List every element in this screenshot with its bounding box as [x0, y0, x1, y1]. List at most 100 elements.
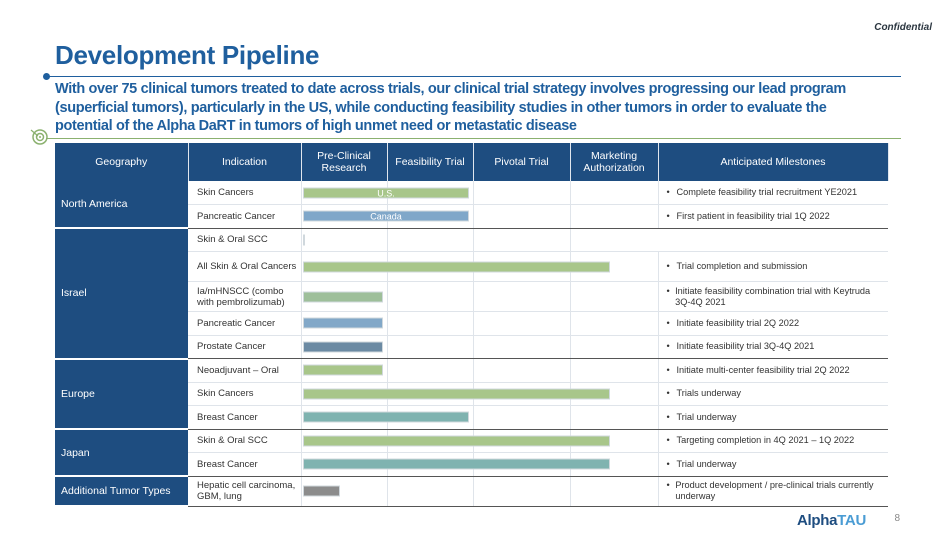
progress-cell: Canada	[301, 204, 658, 229]
indication-cell: Breast Cancer	[188, 405, 301, 430]
stage-divider	[570, 476, 571, 506]
header-milestones: Anticipated Milestones	[658, 143, 889, 181]
milestone-text: First patient in feasibility trial 1Q 20…	[676, 210, 830, 221]
page-number: 8	[894, 513, 900, 524]
table-row: Prostate Cancer • Initiate feasibility tri…	[55, 335, 888, 359]
page-subtitle: With over 75 clinical tumors treated to …	[55, 81, 846, 134]
bullet-icon: •	[666, 285, 670, 296]
bullet-icon: •	[666, 364, 670, 375]
header-geography: Geography	[55, 143, 189, 181]
progress-cell	[301, 251, 658, 282]
progress-cell	[301, 405, 658, 430]
indication-cell: Pancreatic Cancer	[188, 311, 301, 336]
stage-divider	[301, 205, 302, 228]
indication-cell: Hepatic cell carcinoma, GBM, lung	[188, 476, 301, 507]
progress-bar	[303, 411, 469, 423]
title-divider	[46, 76, 901, 77]
bullet-icon: •	[666, 435, 670, 446]
indication-cell: Skin & Oral SCC	[188, 429, 301, 453]
progress-cell	[301, 228, 658, 252]
stage-divider	[301, 312, 302, 335]
milestone-cell: • Initiate multi-center feasibility trial…	[657, 358, 888, 383]
milestone-text: Initiate feasibility combination trial w…	[675, 285, 871, 307]
bar-label: U.S.	[377, 188, 395, 198]
stage-divider	[301, 282, 302, 311]
bullet-icon: •	[666, 187, 670, 197]
progress-bar: Canada	[303, 210, 469, 222]
table-header-row: Geography Indication Pre-Clinical Resear…	[55, 143, 889, 181]
header-indication: Indication	[188, 143, 302, 181]
stage-divider	[387, 282, 388, 311]
bullet-icon: •	[666, 210, 670, 221]
milestone-text: Trial underway	[676, 458, 737, 469]
page-title: Development Pipeline	[55, 40, 320, 70]
stage-divider	[387, 312, 388, 335]
progress-cell	[301, 311, 658, 336]
indication-cell: Skin Cancers	[188, 382, 301, 406]
table-row: Israel Skin & Oral SCC	[55, 228, 888, 360]
header-marketing: Marketing Authorization	[570, 143, 659, 181]
milestone-cell: • Trial completion and submission	[657, 251, 888, 282]
milestone-cell: • Product development / pre-clinical tria…	[657, 476, 888, 507]
progress-bar	[303, 435, 610, 447]
stage-divider	[473, 406, 474, 429]
bullet-icon: •	[666, 341, 670, 352]
milestone-cell: • Trial underway	[657, 405, 888, 430]
progress-bar	[303, 485, 340, 497]
table-row: Skin Cancers • Trials underway	[55, 382, 888, 406]
progress-bar	[303, 341, 383, 353]
milestone-text: Targeting completion in 4Q 2021 – 1Q 202…	[676, 435, 855, 446]
progress-bar	[303, 458, 610, 470]
stage-divider	[387, 476, 388, 506]
geography-cell: Europe	[55, 358, 188, 430]
progress-cell	[301, 335, 658, 359]
milestone-text: Trial completion and submission	[676, 261, 808, 271]
progress-bar	[303, 364, 383, 376]
geography-cell: North America	[55, 181, 188, 229]
indication-cell: Breast Cancer	[188, 452, 301, 477]
stage-divider	[301, 228, 302, 251]
stage-divider	[570, 406, 571, 429]
stage-divider	[473, 181, 474, 204]
table-row: North America Skin Cancers U.S. • Complete f…	[55, 181, 888, 229]
table-row: Japan Skin & Oral SCC • Targeting completio…	[55, 429, 888, 477]
milestone-cell: • Initiate feasibility combination trial …	[657, 281, 888, 312]
milestone-text: Initiate multi-center feasibility trial …	[676, 364, 850, 375]
table-row: Europe Neoadjuvant – Oral • Initiate multi-…	[55, 358, 888, 430]
milestone-text: Initiate feasibility trial 2Q 2022	[676, 317, 800, 328]
indication-cell: Skin Cancers	[188, 181, 301, 205]
milestone-text: Trials underway	[676, 388, 742, 399]
table-row: Breast Cancer • Trial underway	[55, 405, 888, 430]
stage-divider	[473, 312, 474, 335]
stage-divider	[473, 282, 474, 311]
milestone-cell: • Initiate feasibility trial 2Q 2022	[657, 311, 888, 336]
table-row: Ia/mHNSCC (combo with pembrolizumab) • Ini…	[55, 281, 888, 312]
stage-divider	[570, 282, 571, 311]
bullet-icon: •	[666, 480, 670, 490]
stage-divider	[301, 429, 302, 452]
subtitle-divider	[46, 138, 901, 139]
bullet-icon: •	[666, 458, 670, 469]
milestone-text: Initiate feasibility trial 3Q-4Q 2021	[676, 341, 815, 352]
stage-divider	[301, 252, 302, 281]
stage-divider	[473, 335, 474, 358]
stage-divider	[387, 228, 388, 251]
stage-divider	[473, 476, 474, 506]
bullet-icon: •	[666, 411, 670, 422]
stage-divider	[570, 335, 571, 358]
progress-cell	[301, 358, 658, 383]
indication-cell: Prostate Cancer	[188, 335, 301, 359]
stage-divider	[387, 335, 388, 358]
stage-divider	[473, 359, 474, 382]
table-row: Pancreatic Cancer • Initiate feasibility t…	[55, 311, 888, 336]
header-pivotal: Pivotal Trial	[473, 143, 571, 181]
table-row: Additional Tumor Types Hepatic cell carci…	[55, 476, 888, 507]
table-row: Breast Cancer • Trial underway	[55, 452, 888, 477]
progress-cell	[301, 452, 658, 477]
indication-cell: Skin & Oral SCC	[188, 228, 301, 252]
geography-cell: Additional Tumor Types	[55, 476, 188, 507]
milestone-text: Product development / pre-clinical trial…	[675, 480, 874, 501]
milestone-text: Complete feasibility trial recruitment Y…	[676, 187, 858, 197]
milestone-cell: • Complete feasibility trial recruitment …	[657, 181, 888, 205]
progress-bar	[303, 291, 383, 302]
